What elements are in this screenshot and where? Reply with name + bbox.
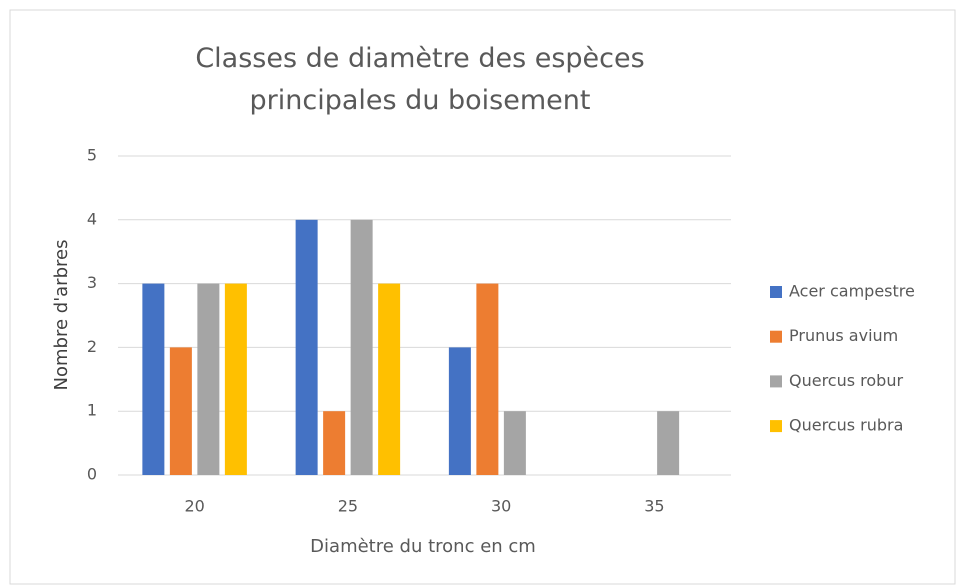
y-tick-label: 2 [87,337,97,356]
x-tick-label: 25 [338,497,358,516]
x-tick-label: 20 [184,497,204,516]
bar [142,283,165,475]
bar [657,411,680,475]
legend-label: Quercus rubra [789,416,903,435]
bar [169,347,192,475]
legend-swatch [770,286,782,298]
legend-label: Prunus avium [789,326,898,345]
bar [350,219,373,475]
y-axis-label: Nombre d'arbres [51,240,72,391]
legend-swatch [770,375,782,388]
y-tick-label: 5 [87,146,97,165]
bar [197,283,220,475]
chart-title: Classes de diamètre des espèces principa… [195,43,645,116]
bar [323,411,346,475]
x-tick-label: 30 [491,497,511,516]
legend-label: Quercus robur [789,371,903,390]
x-axis-label: Diamètre du tronc en cm [310,536,536,557]
legend-label: Acer campestre [789,282,915,301]
bar [448,347,471,475]
x-tick-label: 35 [644,497,664,516]
legend-swatch [770,330,782,343]
chart-border [9,9,956,585]
bar [476,283,499,475]
y-tick-label: 1 [87,401,97,420]
bar [503,411,526,475]
bar [378,283,401,475]
bar [295,219,318,475]
y-tick-label: 4 [87,209,97,228]
y-tick-label: 3 [87,273,97,292]
y-tick-label: 0 [87,465,97,484]
legend-swatch [770,420,782,433]
bar [224,283,247,475]
